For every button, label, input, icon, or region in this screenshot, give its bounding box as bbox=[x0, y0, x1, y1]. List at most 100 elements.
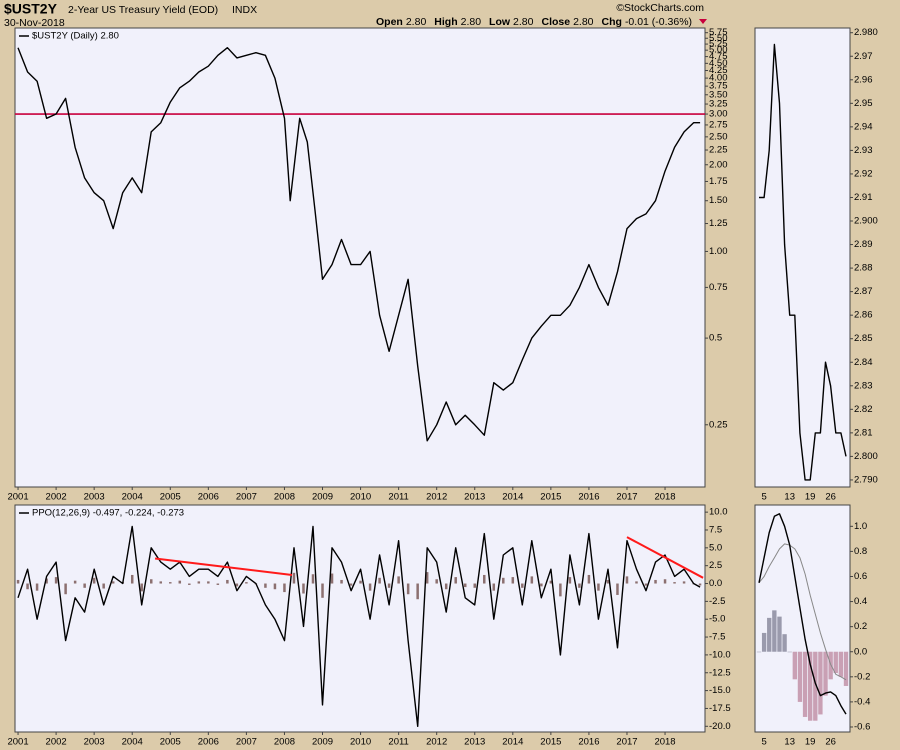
y-tick-label: -5.0 bbox=[709, 614, 725, 625]
y-tick-label: 2.82 bbox=[854, 404, 873, 415]
y-tick-label: 1.25 bbox=[709, 218, 728, 229]
histogram-bar bbox=[511, 577, 515, 584]
y-tick-label: 3.25 bbox=[709, 99, 728, 110]
histogram-bar bbox=[777, 616, 782, 652]
histogram-bar bbox=[663, 579, 667, 584]
x-tick-label: 2015 bbox=[540, 737, 561, 748]
histogram-bar bbox=[359, 580, 362, 584]
histogram-bar bbox=[368, 583, 372, 591]
histogram-bar bbox=[521, 583, 524, 588]
y-tick-label: 7.5 bbox=[709, 524, 722, 535]
x-tick-label: 2003 bbox=[84, 737, 105, 748]
price-line bbox=[758, 543, 847, 681]
y-tick-label: 2.87 bbox=[854, 286, 873, 297]
panel bbox=[14, 504, 706, 733]
histogram-bar bbox=[673, 582, 676, 584]
histogram-bar bbox=[83, 583, 86, 588]
quote-label: Chg bbox=[602, 16, 622, 28]
x-tick-label: 2008 bbox=[274, 737, 295, 748]
histogram-bar bbox=[311, 574, 315, 584]
y-tick-label: 1.00 bbox=[709, 246, 728, 257]
histogram-bar bbox=[625, 576, 629, 584]
histogram-bar bbox=[207, 581, 210, 584]
x-tick-label: 2003 bbox=[84, 492, 105, 503]
y-tick-label: 0.0 bbox=[854, 646, 867, 657]
x-tick-label: 2001 bbox=[7, 492, 28, 503]
histogram-bar bbox=[292, 572, 296, 584]
symbol: $UST2Y bbox=[4, 1, 58, 17]
price-line bbox=[17, 47, 701, 442]
histogram-bar bbox=[587, 574, 591, 584]
y-tick-label: -12.5 bbox=[709, 667, 731, 678]
security-name: 2-Year US Treasury Yield (EOD) bbox=[68, 4, 218, 16]
y-tick-label: 5.00 bbox=[709, 45, 728, 56]
y-tick-label: -15.0 bbox=[709, 685, 731, 696]
quote-value: 2.80 bbox=[461, 16, 482, 28]
quote-label: Low bbox=[489, 16, 511, 28]
y-tick-label: 2.800 bbox=[854, 451, 878, 462]
histogram-bar bbox=[502, 577, 505, 584]
histogram-bar bbox=[549, 580, 553, 584]
x-tick-label: 2011 bbox=[388, 492, 408, 503]
histogram-bar bbox=[444, 583, 448, 590]
histogram-bar bbox=[216, 583, 220, 585]
y-tick-label: 0.8 bbox=[854, 546, 867, 557]
histogram-bar bbox=[406, 583, 410, 595]
histogram-bar bbox=[16, 579, 20, 584]
panel-title: PPO(12,26,9) -0.497, -0.224, -0.273 bbox=[32, 508, 184, 519]
y-tick-label: 0.2 bbox=[854, 621, 867, 632]
histogram-bar bbox=[772, 610, 777, 652]
quote-label: Open bbox=[376, 16, 403, 28]
y-tick-label: 1.0 bbox=[854, 521, 867, 532]
x-tick-label: 2014 bbox=[502, 737, 523, 748]
x-tick-label: 2009 bbox=[312, 737, 333, 748]
histogram-bar bbox=[813, 651, 818, 721]
histogram-bar bbox=[378, 577, 381, 584]
quote-value: -0.01 (-0.36%) bbox=[625, 16, 692, 28]
x-tick-label: 2017 bbox=[616, 492, 637, 503]
histogram-bar bbox=[283, 583, 286, 593]
y-tick-label: 2.81 bbox=[854, 427, 873, 438]
y-tick-label: 2.94 bbox=[854, 121, 873, 132]
y-tick-label: 2.00 bbox=[709, 159, 728, 170]
y-tick-label: -2.5 bbox=[709, 596, 725, 607]
date: 30-Nov-2018 bbox=[4, 17, 65, 29]
x-tick-label: 2011 bbox=[388, 737, 408, 748]
price-line bbox=[759, 43, 847, 481]
histogram-bar bbox=[149, 579, 153, 584]
histogram-bar bbox=[682, 581, 686, 584]
y-tick-label: 3.50 bbox=[709, 89, 728, 100]
histogram-bar bbox=[321, 583, 324, 598]
histogram-bar bbox=[45, 578, 48, 584]
histogram-bar bbox=[35, 583, 39, 591]
x-tick-label: 19 bbox=[805, 737, 816, 748]
histogram-bar bbox=[808, 651, 813, 721]
x-tick-label: 5 bbox=[761, 737, 766, 748]
x-tick-label: 2006 bbox=[198, 737, 219, 748]
x-tick-label: 19 bbox=[805, 492, 816, 503]
y-tick-label: 2.84 bbox=[854, 357, 873, 368]
y-tick-label: 0.25 bbox=[709, 419, 728, 430]
histogram-bar bbox=[644, 583, 648, 586]
x-tick-label: 2002 bbox=[46, 492, 67, 503]
x-tick-label: 2012 bbox=[426, 492, 447, 503]
y-tick-label: 2.95 bbox=[854, 98, 873, 109]
histogram-bar bbox=[797, 651, 803, 702]
histogram-bar bbox=[833, 651, 838, 674]
y-tick-label: 2.5 bbox=[709, 560, 722, 571]
y-tick-label: 2.75 bbox=[709, 119, 728, 130]
histogram-bar bbox=[463, 583, 467, 588]
histogram-bar bbox=[473, 583, 476, 588]
histogram-bar bbox=[188, 583, 191, 585]
x-tick-label: 2009 bbox=[312, 492, 333, 503]
histogram-bar bbox=[26, 583, 29, 590]
histogram-bar bbox=[568, 577, 572, 584]
trend-line bbox=[626, 536, 704, 579]
histogram-bar bbox=[540, 583, 543, 587]
x-tick-label: 26 bbox=[825, 492, 836, 503]
histogram-bar bbox=[178, 580, 182, 584]
y-tick-label: 2.980 bbox=[854, 27, 878, 38]
histogram-bar bbox=[226, 579, 229, 584]
y-tick-label: 2.91 bbox=[854, 192, 873, 203]
histogram-bar bbox=[838, 651, 844, 677]
